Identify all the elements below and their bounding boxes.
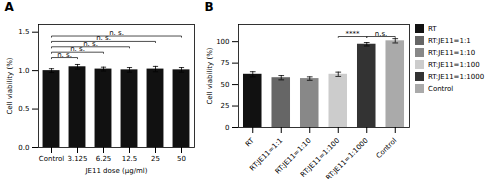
svg-text:JE11 dose (μg/ml): JE11 dose (μg/ml) [84,167,147,175]
html-text:RT: RT [428,24,437,33]
svg-text:1.0: 1.0 [18,67,29,75]
svg-text:RT: RT [244,136,256,148]
svg-text:0.0: 0.0 [18,144,29,152]
svg-text:1.5: 1.5 [18,28,29,36]
html-text:RT:JE11=1:1: RT:JE11=1:1 [428,36,471,45]
svg-text:RT:JE11=1:10: RT:JE11=1:10 [273,136,313,176]
svg-text:Control: Control [39,155,64,163]
svg-text:n. s.: n. s. [109,29,124,37]
svg-text:n. s.: n. s. [57,50,72,59]
svg-text:0.5: 0.5 [18,105,29,113]
svg-text:RT:JE11=1:1000: RT:JE11=1:1000 [324,137,369,179]
svg-text:Cell viability (%): Cell viability (%) [6,57,14,114]
svg-text:Control: Control [375,137,399,161]
svg-text:n. s.: n. s. [70,45,85,54]
svg-text:50: 50 [177,155,186,163]
svg-text:RT:JE11=1:1: RT:JE11=1:1 [248,136,285,173]
svg-text:Cell viability (%): Cell viability (%) [206,47,214,104]
svg-text:0: 0 [225,124,229,132]
svg-text:A: A [5,0,15,14]
svg-text:75: 75 [221,59,230,67]
svg-text:RT:JE11=1:100: RT:JE11=1:100 [299,136,342,179]
html-text:RT:JE11=1:10: RT:JE11=1:10 [428,48,476,57]
html-text:RT:JE11=1:1000: RT:JE11=1:1000 [428,72,485,81]
svg-text:****: **** [346,30,361,38]
svg-text:n. s.: n. s. [83,39,98,48]
svg-text:n.s.: n.s. [375,30,388,38]
html-text:RT:JE11=1:100: RT:JE11=1:100 [428,60,480,69]
svg-text:100: 100 [216,38,229,46]
svg-text:6.25: 6.25 [96,155,112,163]
svg-text:50: 50 [221,81,230,89]
html-text:Control: Control [428,84,454,93]
svg-text:n. s.: n. s. [96,34,111,43]
svg-text:25: 25 [221,102,230,110]
svg-text:3.125: 3.125 [67,155,87,163]
svg-text:12.5: 12.5 [122,155,138,163]
svg-text:25: 25 [151,155,160,163]
svg-text:B: B [205,0,214,14]
